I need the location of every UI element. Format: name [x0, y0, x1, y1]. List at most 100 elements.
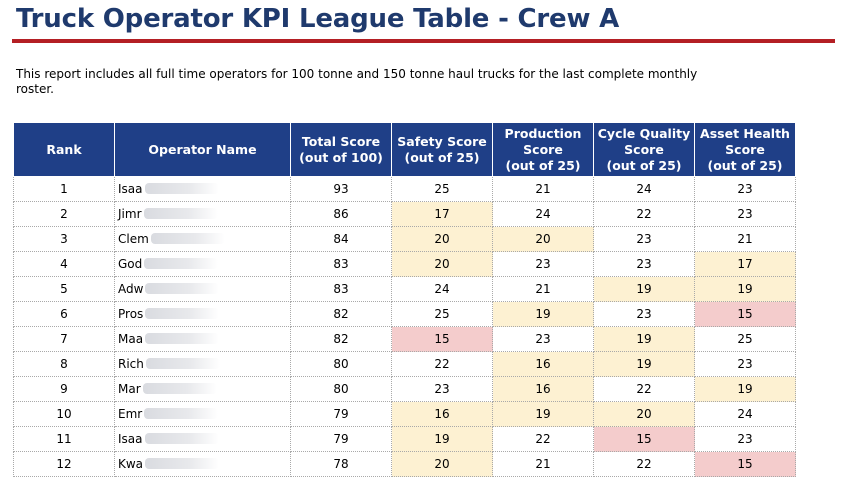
- rank-cell: 6: [13, 301, 115, 327]
- title-underline: [12, 39, 835, 43]
- safety-score-cell: 25: [391, 301, 493, 327]
- production-score-cell: 19: [492, 401, 594, 427]
- safety-score-cell: 24: [391, 276, 493, 302]
- safety-score-cell: 22: [391, 351, 493, 377]
- safety-score-cell: 20: [391, 251, 493, 277]
- header-safety-score: Safety Score (out of 25): [391, 122, 493, 177]
- asset-health-score-cell: 25: [694, 326, 796, 352]
- operator-name-text: Isaa: [118, 432, 143, 446]
- cycle-quality-score-cell: 20: [593, 401, 695, 427]
- operator-name-cell: Mar: [114, 376, 291, 402]
- asset-health-score-cell: 24: [694, 401, 796, 427]
- production-score-cell: 16: [492, 351, 594, 377]
- asset-health-score-cell: 17: [694, 251, 796, 277]
- total-score-cell: 86: [290, 201, 392, 227]
- redacted-name-blur: [142, 383, 217, 394]
- production-score-cell: 24: [492, 201, 594, 227]
- operator-name-text: Mar: [118, 382, 141, 396]
- safety-score-cell: 23: [391, 376, 493, 402]
- asset-health-score-cell: 19: [694, 376, 796, 402]
- rank-cell: 10: [13, 401, 115, 427]
- operator-name-text: Isaa: [118, 182, 143, 196]
- table-row: 12 Kwa 78 20 21 22 15: [13, 451, 796, 477]
- header-text: Asset Health: [700, 125, 790, 141]
- operator-name-cell: Maa: [114, 326, 291, 352]
- rank-cell: 4: [13, 251, 115, 277]
- table-header-row: Rank Operator Name Total Score (out of 10…: [13, 122, 796, 177]
- total-score-cell: 84: [290, 226, 392, 252]
- redacted-name-blur: [145, 358, 220, 369]
- cycle-quality-score-cell: 19: [593, 326, 695, 352]
- production-score-cell: 21: [492, 276, 594, 302]
- rank-cell: 9: [13, 376, 115, 402]
- table-row: 9 Mar 80 23 16 22 19: [13, 376, 796, 402]
- table-row: 11 Isaa 79 19 22 15 23: [13, 426, 796, 452]
- rank-cell: 1: [13, 176, 115, 202]
- table-body: 1 Isaa 93 25 21 24 23 2 Jimr 86 17 24 22 23 3 Clem 84 20 2…: [13, 176, 796, 477]
- production-score-cell: 21: [492, 176, 594, 202]
- redacted-name-blur: [144, 408, 219, 419]
- operator-name-cell: Emr: [114, 401, 291, 427]
- redacted-name-blur: [145, 283, 220, 294]
- asset-health-score-cell: 23: [694, 176, 796, 202]
- operator-name-cell: Adw: [114, 276, 291, 302]
- operator-name-cell: Clem: [114, 226, 291, 252]
- total-score-cell: 79: [290, 426, 392, 452]
- operator-name-text: Pros: [118, 307, 144, 321]
- header-operator-name: Operator Name: [114, 122, 291, 177]
- cycle-quality-score-cell: 23: [593, 226, 695, 252]
- cycle-quality-score-cell: 24: [593, 176, 695, 202]
- total-score-cell: 79: [290, 401, 392, 427]
- operator-name-text: Rich: [118, 357, 144, 371]
- rank-cell: 8: [13, 351, 115, 377]
- production-score-cell: 16: [492, 376, 594, 402]
- header-asset-health-score: Asset Health Score (out of 25): [694, 122, 796, 177]
- table-row: 7 Maa 82 15 23 19 25: [13, 326, 796, 352]
- header-text: (out of 25): [606, 157, 682, 173]
- total-score-cell: 80: [290, 351, 392, 377]
- safety-score-cell: 20: [391, 226, 493, 252]
- rank-cell: 11: [13, 426, 115, 452]
- cycle-quality-score-cell: 22: [593, 376, 695, 402]
- production-score-cell: 21: [492, 451, 594, 477]
- total-score-cell: 82: [290, 301, 392, 327]
- asset-health-score-cell: 15: [694, 451, 796, 477]
- operator-name-text: Jimr: [118, 207, 142, 221]
- rank-cell: 7: [13, 326, 115, 352]
- operator-name-cell: Isaa: [114, 176, 291, 202]
- production-score-cell: 23: [492, 251, 594, 277]
- table-row: 2 Jimr 86 17 24 22 23: [13, 201, 796, 227]
- table-row: 6 Pros 82 25 19 23 15: [13, 301, 796, 327]
- cycle-quality-score-cell: 19: [593, 351, 695, 377]
- cycle-quality-score-cell: 19: [593, 276, 695, 302]
- header-text: Operator Name: [148, 141, 257, 157]
- safety-score-cell: 25: [391, 176, 493, 202]
- redacted-name-blur: [145, 333, 220, 344]
- rank-cell: 5: [13, 276, 115, 302]
- header-production-score: Production Score (out of 25): [492, 122, 594, 177]
- asset-health-score-cell: 23: [694, 351, 796, 377]
- header-text: (out of 25): [707, 157, 783, 173]
- total-score-cell: 80: [290, 376, 392, 402]
- operator-name-cell: Pros: [114, 301, 291, 327]
- header-text: Production: [504, 125, 582, 141]
- header-total-score: Total Score (out of 100): [290, 122, 392, 177]
- table-row: 4 God 83 20 23 23 17: [13, 251, 796, 277]
- safety-score-cell: 20: [391, 451, 493, 477]
- asset-health-score-cell: 23: [694, 426, 796, 452]
- table-row: 1 Isaa 93 25 21 24 23: [13, 176, 796, 202]
- asset-health-score-cell: 15: [694, 301, 796, 327]
- kpi-league-table: Rank Operator Name Total Score (out of 10…: [13, 122, 796, 477]
- header-text: (out of 100): [299, 149, 383, 165]
- production-score-cell: 23: [492, 326, 594, 352]
- cycle-quality-score-cell: 15: [593, 426, 695, 452]
- report-title: Truck Operator KPI League Table - Crew A: [16, 4, 620, 34]
- redacted-name-blur: [150, 233, 225, 244]
- rank-cell: 2: [13, 201, 115, 227]
- operator-name-text: Adw: [118, 282, 144, 296]
- operator-name-text: God: [118, 257, 143, 271]
- operator-name-text: Kwa: [118, 457, 144, 471]
- header-text: Cycle Quality: [597, 125, 691, 141]
- operator-name-text: Clem: [118, 232, 149, 246]
- operator-name-cell: Kwa: [114, 451, 291, 477]
